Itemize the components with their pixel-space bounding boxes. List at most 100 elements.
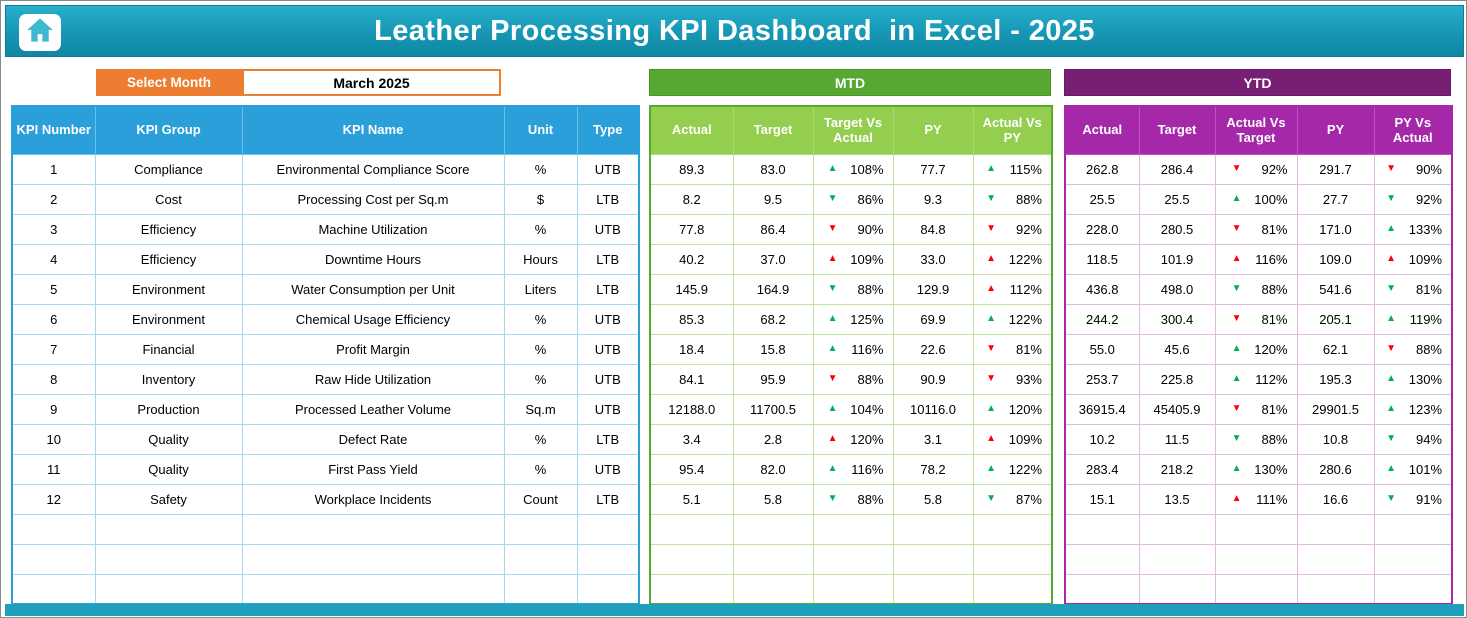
up-arrow-icon: ▲ bbox=[1386, 373, 1396, 384]
down-arrow-icon: ▼ bbox=[1386, 163, 1396, 174]
down-arrow-icon: ▼ bbox=[986, 223, 996, 234]
percent-value: 111% bbox=[1256, 491, 1288, 507]
kpi-name-cell: Workplace Incidents bbox=[241, 483, 505, 515]
mtd-actual-vs-py-cell: ▲ 120% bbox=[972, 393, 1053, 425]
ytd-target-cell: 225.8 bbox=[1138, 363, 1216, 395]
mtd-target-vs-actual-cell: ▼ 86% bbox=[812, 183, 894, 215]
kpi-row: 10 Quality Defect Rate% LTB bbox=[11, 423, 640, 455]
ytd-py-vs-actual-cell: ▲ 130% bbox=[1373, 363, 1453, 395]
down-arrow-icon: ▼ bbox=[986, 373, 996, 384]
percent-value: 94% bbox=[1415, 431, 1442, 447]
col-header-mtd-actual: Actual bbox=[649, 105, 734, 155]
mtd-actual-vs-py-cell: ▲ 122% bbox=[972, 243, 1053, 275]
down-arrow-icon: ▼ bbox=[986, 193, 996, 204]
ytd-actual-cell: 262.8 bbox=[1064, 153, 1140, 185]
down-arrow-icon: ▼ bbox=[1231, 403, 1242, 414]
kpi-group-cell: Efficiency bbox=[94, 213, 243, 245]
percent-value: 112% bbox=[1009, 281, 1042, 297]
type-cell: UTB bbox=[576, 303, 640, 335]
type-cell: UTB bbox=[576, 393, 640, 425]
empty-row bbox=[1064, 543, 1453, 575]
kpi-group-cell: Financial bbox=[94, 333, 243, 365]
mtd-target-vs-actual-cell: ▼ 90% bbox=[812, 213, 894, 245]
ytd-actual-cell: 25.5 bbox=[1064, 183, 1140, 215]
unit-cell: Count bbox=[503, 483, 578, 515]
col-header-ytd-actual: Actual bbox=[1064, 105, 1140, 155]
percent-value: 115% bbox=[1009, 161, 1042, 177]
ytd-actual-vs-target-cell: ▲ 120% bbox=[1214, 333, 1298, 365]
mtd-target-cell: 37.0 bbox=[732, 243, 814, 275]
percent-value: 123% bbox=[1408, 401, 1442, 417]
kpi-number-cell: 6 bbox=[11, 303, 96, 335]
mtd-target-vs-actual-cell: ▲ 125% bbox=[812, 303, 894, 335]
kpi-row: 9 Production Processed Leather Volume Sq.m U… bbox=[11, 393, 640, 425]
kpi-number-cell: 8 bbox=[11, 363, 96, 395]
empty-cell bbox=[1373, 543, 1453, 575]
ytd-actual-cell: 118.5 bbox=[1064, 243, 1140, 275]
down-arrow-icon: ▼ bbox=[1386, 433, 1396, 444]
home-button[interactable] bbox=[19, 14, 61, 51]
percent-value: 90% bbox=[857, 221, 884, 237]
ytd-target-cell: 25.5 bbox=[1138, 183, 1216, 215]
ytd-py-vs-actual-cell: ▼ 88% bbox=[1373, 333, 1453, 365]
mtd-table: Actual Target Target Vs Actual PY Actual… bbox=[649, 105, 1053, 605]
select-month-label: Select Month bbox=[96, 69, 242, 96]
mtd-target-cell: 164.9 bbox=[732, 273, 814, 305]
kpi-number-cell: 2 bbox=[11, 183, 96, 215]
unit-cell: % bbox=[503, 423, 578, 455]
empty-cell bbox=[1214, 513, 1298, 545]
empty-cell bbox=[1138, 543, 1216, 575]
type-cell: LTB bbox=[576, 273, 640, 305]
empty-cell bbox=[892, 513, 974, 545]
empty-cell bbox=[649, 513, 734, 545]
up-arrow-icon: ▲ bbox=[986, 253, 996, 264]
kpi-group-cell: Quality bbox=[94, 453, 243, 485]
mtd-section-header: MTD bbox=[649, 69, 1051, 96]
ytd-actual-cell: 244.2 bbox=[1064, 303, 1140, 335]
mtd-target-vs-actual-cell: ▲ 109% bbox=[812, 243, 894, 275]
ytd-py-vs-actual-cell: ▼ 81% bbox=[1373, 273, 1453, 305]
empty-cell bbox=[94, 513, 243, 545]
empty-cell bbox=[1296, 543, 1375, 575]
empty-cell bbox=[892, 543, 974, 575]
empty-cell bbox=[503, 573, 578, 605]
kpi-row: 4 Efficiency Downtime Hours Hours LTB bbox=[11, 243, 640, 275]
mtd-target-vs-actual-cell: ▼ 88% bbox=[812, 363, 894, 395]
empty-cell bbox=[576, 543, 640, 575]
kpi-row: 11 Quality First Pass Yield% UTB bbox=[11, 453, 640, 485]
mtd-actual-cell: 84.1 bbox=[649, 363, 734, 395]
ytd-header-row: Actual Target Actual Vs Target PY PY Vs … bbox=[1064, 105, 1453, 155]
down-arrow-icon: ▼ bbox=[1231, 433, 1242, 444]
percent-value: 81% bbox=[1415, 281, 1442, 297]
empty-row bbox=[1064, 513, 1453, 545]
percent-value: 120% bbox=[1254, 341, 1288, 357]
percent-value: 88% bbox=[857, 281, 884, 297]
mtd-py-cell: 22.6 bbox=[892, 333, 974, 365]
up-arrow-icon: ▲ bbox=[827, 163, 838, 174]
mtd-actual-cell: 18.4 bbox=[649, 333, 734, 365]
percent-value: 130% bbox=[1254, 461, 1288, 477]
mtd-row: 95.4 82.0 ▲ 116% 78.2 ▲ 122% bbox=[649, 453, 1053, 485]
ytd-actual-vs-target-cell: ▼ 88% bbox=[1214, 273, 1298, 305]
percent-value: 112% bbox=[1255, 371, 1288, 387]
mtd-actual-vs-py-cell: ▲ 109% bbox=[972, 423, 1053, 455]
ytd-actual-cell: 283.4 bbox=[1064, 453, 1140, 485]
percent-value: 88% bbox=[1261, 281, 1288, 297]
unit-cell: % bbox=[503, 363, 578, 395]
down-arrow-icon: ▼ bbox=[827, 493, 838, 504]
month-dropdown[interactable]: March 2025 bbox=[242, 69, 501, 96]
ytd-row: 55.0 45.6 ▲ 120% 62.1 ▼ 88% bbox=[1064, 333, 1453, 365]
mtd-actual-cell: 95.4 bbox=[649, 453, 734, 485]
unit-cell: % bbox=[503, 453, 578, 485]
kpi-number-cell: 5 bbox=[11, 273, 96, 305]
mtd-target-vs-actual-cell: ▲ 120% bbox=[812, 423, 894, 455]
empty-cell bbox=[576, 513, 640, 545]
unit-cell: Liters bbox=[503, 273, 578, 305]
ytd-actual-cell: 436.8 bbox=[1064, 273, 1140, 305]
mtd-target-cell: 15.8 bbox=[732, 333, 814, 365]
up-arrow-icon: ▲ bbox=[1386, 403, 1396, 414]
empty-cell bbox=[503, 513, 578, 545]
kpi-group-cell: Efficiency bbox=[94, 243, 243, 275]
col-header-mtd-py: PY bbox=[892, 105, 974, 155]
up-arrow-icon: ▲ bbox=[827, 403, 838, 414]
